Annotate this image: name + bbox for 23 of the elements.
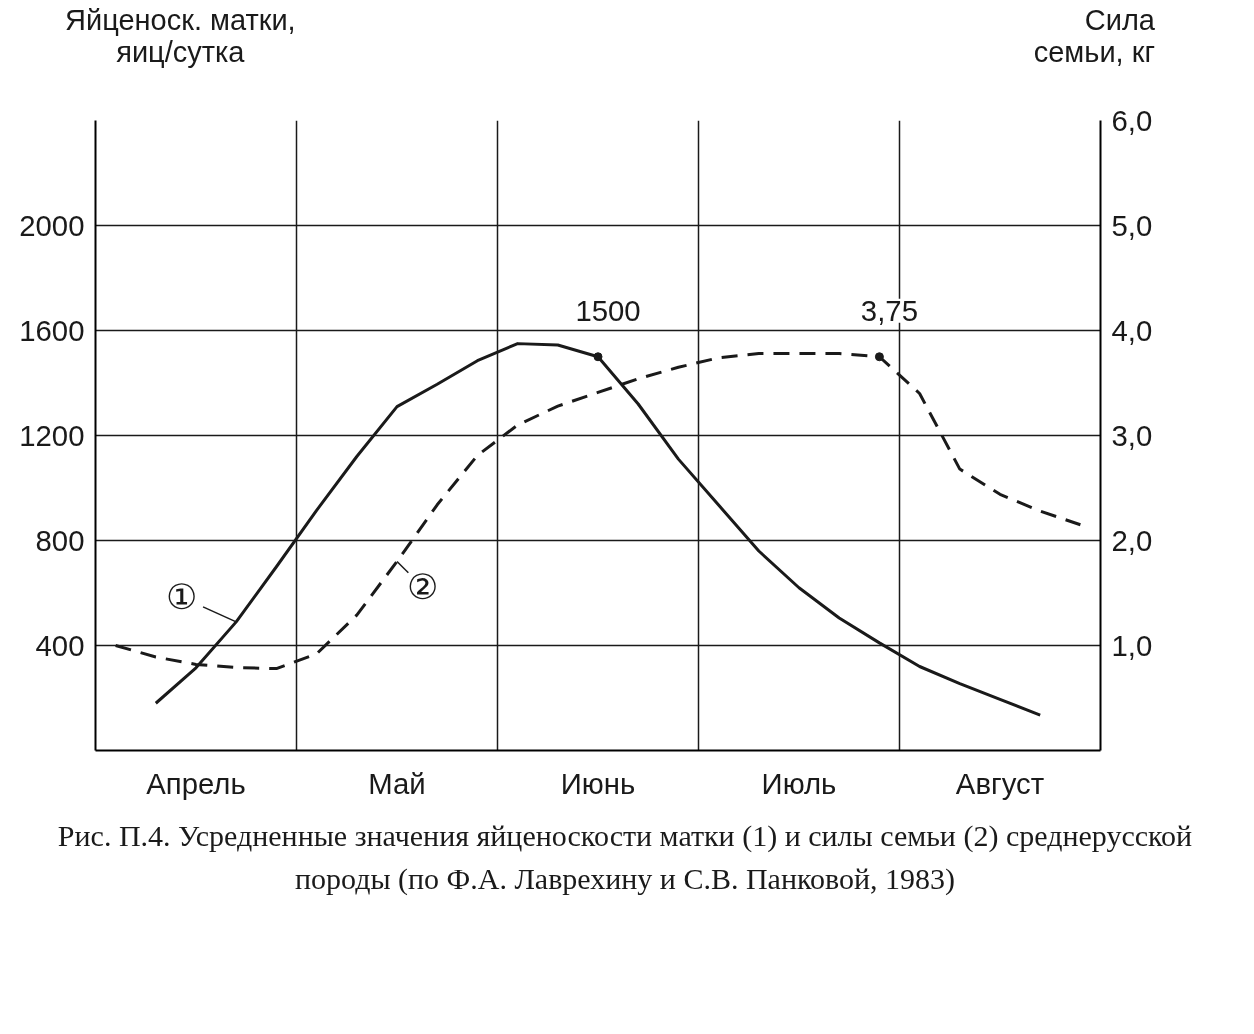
text: Рис. П.4. Усредненные значения яйценоскости матки (1) и силы семьи (2) среднерусской породы (по Ф.А. Лаврехину и С.В. Панковой, 1983) — [56, 818, 1194, 897]
y-axis-title: Яйценоск. матки, яиц/сутка — [65, 4, 296, 69]
y-tick-label: 800 — [35, 523, 85, 557]
x-tick-label: Август — [955, 766, 1045, 800]
x-tick-label: Май — [368, 766, 426, 800]
data-label: 3,75 — [860, 293, 918, 327]
y2-tick-label: 4,0 — [1111, 313, 1153, 347]
series-label: ① — [165, 577, 197, 616]
y2-tick-label: 5,0 — [1111, 208, 1153, 242]
legend-label: ② — [406, 567, 438, 606]
y-tick-label: 400 — [35, 628, 85, 662]
y-tick-label: 2000 — [19, 208, 85, 242]
data-label: 1500 — [575, 293, 641, 327]
y2-tick-label: 1,0 — [1111, 628, 1153, 662]
y-tick-label: 1200 — [19, 418, 85, 452]
x-tick-label: Апрель — [146, 766, 246, 800]
x-tick-label: Июнь — [560, 766, 636, 800]
y2-tick-label: 6,0 — [1111, 103, 1153, 137]
y2-tick-label: 2,0 — [1111, 523, 1153, 557]
y-tick-label: 1600 — [19, 313, 85, 347]
y2-axis-title: Сила семьи, кг — [1033, 4, 1155, 69]
x-tick-label: Июль — [761, 766, 837, 800]
y2-tick-label: 3,0 — [1111, 418, 1153, 452]
